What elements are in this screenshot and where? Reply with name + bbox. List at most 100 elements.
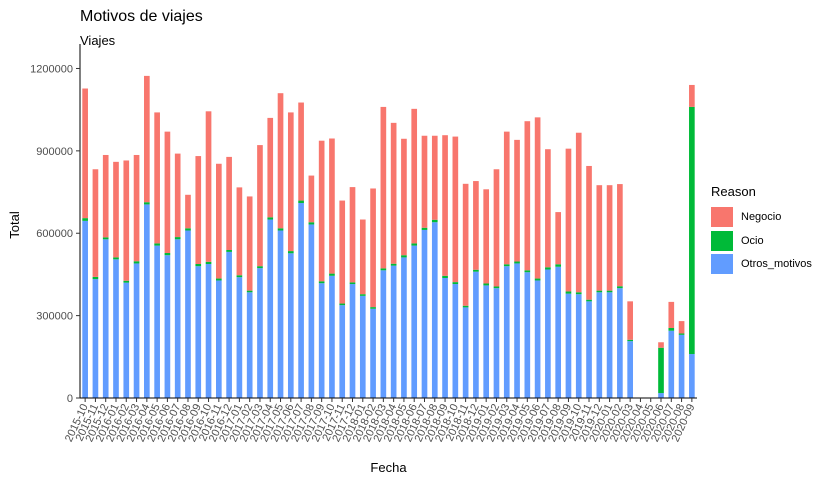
bar-negocio-2019-07 — [545, 149, 551, 268]
x-axis-title: Fecha — [370, 460, 407, 475]
bar-otros-motivos-2018-01 — [359, 295, 366, 398]
bar-ocio-2016-07 — [174, 237, 181, 240]
bar-negocio-2019-03 — [503, 131, 510, 265]
bar-negocio-2020-08 — [678, 321, 685, 334]
bar-negocio-2016-08 — [185, 194, 191, 229]
bar-otros-motivos-2019-07 — [545, 269, 551, 398]
bar-negocio-2020-03 — [627, 301, 633, 340]
bar-negocio-2018-07 — [421, 135, 428, 228]
bar-otros-motivos-2017-05 — [277, 230, 284, 398]
bar-otros-motivos-2018-02 — [370, 308, 376, 398]
bar-ocio-2019-09 — [565, 291, 572, 294]
bar-ocio-2020-03 — [627, 339, 633, 342]
bar-ocio-2015-10 — [82, 218, 88, 221]
bar-negocio-2017-06 — [287, 112, 294, 252]
bar-negocio-2019-04 — [514, 139, 520, 262]
bar-ocio-2018-08 — [431, 219, 438, 223]
bar-otros-motivos-2019-11 — [586, 301, 592, 398]
bar-negocio-2018-11 — [462, 183, 469, 306]
bar-negocio-2019-11 — [586, 165, 592, 300]
bar-otros-motivos-2017-02 — [246, 292, 253, 398]
bar-otros-motivos-2018-07 — [421, 229, 428, 398]
bar-ocio-2019-07 — [545, 267, 551, 270]
bar-negocio-2020-01 — [606, 185, 613, 291]
bar-otros-motivos-2020-09 — [689, 354, 695, 398]
bar-otros-motivos-2020-01 — [606, 292, 613, 398]
bar-otros-motivos-2020-02 — [617, 288, 623, 398]
bar-negocio-2017-07 — [298, 102, 304, 201]
bar-negocio-2018-12 — [473, 181, 479, 270]
bar-negocio-2016-12 — [226, 156, 232, 250]
bar-negocio-2020-06 — [658, 342, 664, 348]
bar-ocio-2016-09 — [195, 263, 202, 267]
bar-otros-motivos-2016-12 — [226, 251, 232, 398]
legend-title: Reason — [711, 184, 756, 199]
legend-item-otros-motivos: Otros_motivos — [711, 253, 812, 275]
bar-negocio-2019-10 — [575, 132, 582, 293]
bar-negocio-2020-09 — [689, 84, 695, 107]
bar-otros-motivos-2019-08 — [555, 266, 562, 398]
bar-otros-motivos-2017-06 — [287, 253, 294, 398]
bar-ocio-2016-04 — [144, 202, 150, 205]
bar-otros-motivos-2017-03 — [257, 268, 263, 398]
bar-otros-motivos-2019-09 — [565, 293, 572, 398]
legend-key-ocio — [711, 231, 733, 251]
legend-label-negocio: Negocio — [741, 211, 782, 223]
bar-negocio-2017-09 — [318, 140, 325, 282]
y-tick-label-300000: 300000 — [36, 311, 73, 323]
bar-otros-motivos-2019-12 — [596, 292, 603, 398]
bar-ocio-2018-10 — [452, 282, 459, 285]
bar-negocio-2015-12 — [102, 154, 109, 238]
bar-ocio-2018-11 — [462, 305, 469, 308]
bar-negocio-2016-10 — [205, 111, 212, 262]
bar-otros-motivos-2018-12 — [473, 271, 479, 398]
bar-otros-motivos-2016-02 — [123, 282, 130, 398]
bar-negocio-2015-11 — [92, 169, 99, 277]
bar-ocio-2017-03 — [257, 266, 263, 269]
bar-negocio-2018-01 — [359, 219, 366, 295]
bar-otros-motivos-2019-03 — [503, 266, 510, 398]
bar-ocio-2020-08 — [678, 333, 685, 335]
y-axis-title: Total — [7, 211, 22, 239]
y-tick-label-0: 0 — [67, 393, 73, 405]
bar-otros-motivos-2016-03 — [133, 263, 140, 398]
bar-ocio-2017-11 — [339, 303, 346, 306]
bar-otros-motivos-2018-11 — [462, 307, 469, 398]
bar-negocio-2018-09 — [442, 135, 448, 276]
bar-ocio-2018-09 — [442, 275, 448, 278]
bar-negocio-2016-04 — [144, 75, 150, 203]
bar-ocio-2017-05 — [277, 228, 284, 231]
bar-negocio-2016-03 — [133, 154, 140, 262]
bar-otros-motivos-2018-05 — [401, 257, 407, 398]
bar-negocio-2019-05 — [524, 121, 531, 271]
bar-otros-motivos-2015-12 — [102, 239, 109, 398]
bar-ocio-2019-02 — [493, 286, 500, 289]
bar-ocio-2017-04 — [267, 217, 274, 220]
bar-ocio-2019-10 — [575, 292, 582, 295]
bar-otros-motivos-2017-10 — [329, 275, 335, 398]
bar-ocio-2016-05 — [154, 243, 160, 246]
bar-ocio-2015-11 — [92, 276, 99, 280]
bar-negocio-2018-10 — [452, 136, 459, 283]
bar-otros-motivos-2015-11 — [92, 279, 99, 398]
bar-otros-motivos-2017-04 — [267, 219, 274, 398]
bar-negocio-2016-11 — [216, 163, 222, 279]
bar-negocio-2018-05 — [401, 138, 407, 256]
bar-negocio-2016-06 — [164, 131, 171, 253]
bar-negocio-2017-10 — [329, 138, 335, 274]
bar-otros-motivos-2017-07 — [298, 203, 304, 398]
bar-negocio-2020-02 — [617, 184, 623, 287]
bar-otros-motivos-2017-01 — [236, 277, 243, 398]
bar-otros-motivos-2019-04 — [514, 263, 520, 398]
bar-ocio-2018-04 — [390, 263, 397, 266]
bar-negocio-2016-05 — [154, 112, 160, 244]
bar-ocio-2018-05 — [401, 255, 407, 258]
bar-otros-motivos-2019-06 — [534, 280, 541, 398]
bar-otros-motivos-2017-12 — [349, 284, 356, 398]
bar-ocio-2019-03 — [503, 264, 510, 267]
bar-otros-motivos-2016-05 — [154, 245, 160, 398]
bar-ocio-2019-04 — [514, 261, 520, 264]
bar-negocio-2019-01 — [483, 189, 490, 284]
bar-otros-motivos-2016-10 — [205, 263, 212, 398]
